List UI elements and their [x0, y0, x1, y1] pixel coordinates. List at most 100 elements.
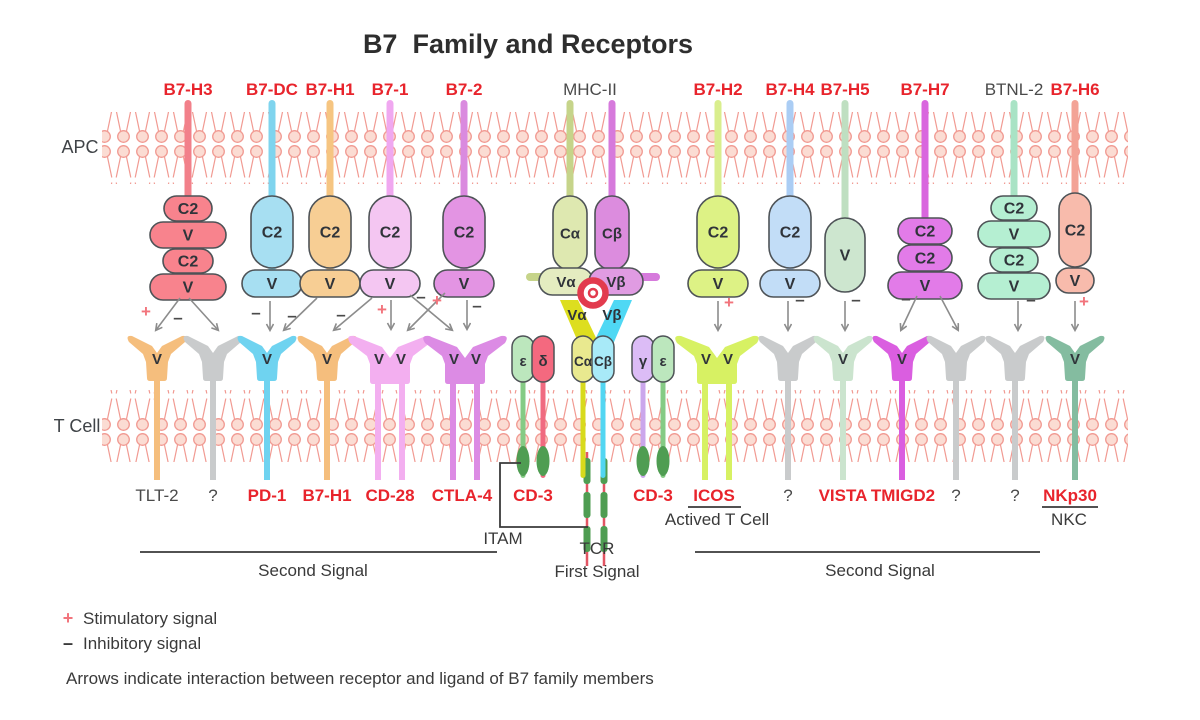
domain-C2 [989, 247, 1039, 273]
antigen-ring [577, 277, 609, 309]
receptor-shape [127, 335, 187, 480]
label: V [449, 351, 459, 368]
plus-sign: + [1079, 292, 1089, 311]
itam-segment [583, 492, 591, 518]
annotations: ITAM TCR First Signal Second Signal Seco… [140, 462, 1098, 581]
plus-sign: + [724, 293, 734, 312]
minus-sign: – [287, 306, 296, 325]
chain-domain [531, 335, 555, 383]
receptor-label-?: ? [783, 486, 792, 505]
domain-label: C2 [1004, 201, 1025, 218]
ligand-label-B7-2: B7-2 [446, 80, 483, 99]
itam-segment [600, 492, 608, 518]
chain-label: ε [659, 353, 666, 370]
ligand-label-B7-H1: B7-H1 [305, 80, 354, 99]
tcr-chain-δ: δ [531, 335, 555, 478]
receptor-TLT-2: V [127, 335, 187, 480]
minus-sign: – [472, 296, 481, 315]
interaction-arrow [156, 297, 181, 330]
antigen-ring-inner [587, 287, 599, 299]
domain-label: V [920, 278, 931, 295]
receptor-PD-1: V [237, 335, 297, 480]
plus-sign: + [377, 300, 387, 319]
domain-label: V [1009, 279, 1020, 296]
domain-V [887, 271, 963, 300]
domain-label: Vα [556, 274, 576, 291]
receptor-unknown-3 [926, 335, 986, 480]
domain-label: V [840, 248, 851, 265]
domain-C2 [990, 195, 1038, 221]
label: V [322, 351, 332, 368]
page-title: B7 Family and Receptors [363, 29, 693, 59]
chain-label: Cα [574, 354, 593, 369]
label: V [396, 351, 406, 368]
chain-domain [591, 335, 615, 383]
label: V [897, 351, 907, 368]
tcell-label: T Cell [54, 416, 101, 436]
domain-label: V [325, 276, 336, 293]
activated-tcell-label: Actived T Cell [665, 510, 769, 529]
domain-label: C2 [454, 225, 475, 242]
domain-label: C2 [320, 225, 341, 242]
domain-label: V [183, 280, 194, 297]
legend-note: Arrows indicate interaction between rece… [66, 669, 654, 688]
receptor-label-CTLA-4: CTLA-4 [432, 486, 493, 505]
chain-stem [580, 378, 586, 478]
receptor-shape [813, 335, 873, 480]
ligand-B7-H2: C2 V [687, 195, 749, 298]
interaction-arrow [409, 294, 452, 330]
domain-V [759, 269, 821, 298]
domain-label: C2 [178, 201, 199, 218]
legend-stimulatory-label: Stimulatory signal [83, 609, 217, 628]
domain-C2 [308, 195, 352, 269]
ligand-BTNL-2: C2 V C2 V [977, 195, 1051, 300]
receptor-unknown-4 [985, 335, 1045, 480]
receptor-unknown-1 [183, 335, 243, 480]
domain-label: C2 [262, 225, 283, 242]
domain-V [687, 269, 749, 298]
itam-motif [516, 446, 530, 476]
plus-sign: + [432, 291, 442, 310]
receptor-shape [423, 335, 507, 480]
itam-bracket [499, 462, 588, 528]
chain-label: δ [538, 353, 547, 370]
minus-sign: – [851, 290, 860, 309]
ligand-label-B7-DC: B7-DC [246, 80, 298, 99]
domain-label: V [713, 276, 724, 293]
label: V [374, 351, 384, 368]
ligand-B7-H6: C2 V [1055, 192, 1095, 294]
second-signal-right-label: Second Signal [825, 561, 935, 580]
minus-sign: – [336, 305, 345, 324]
ligand-label-B7-1: B7-1 [372, 80, 409, 99]
legend-plus-icon: + [63, 608, 74, 628]
label: V [262, 351, 272, 368]
domain-C2 [368, 195, 412, 269]
receptor-label-CD-28: CD-28 [365, 486, 414, 505]
receptor-unknown-2 [758, 335, 818, 480]
ligand-label-B7-H4: B7-H4 [765, 80, 815, 99]
legend-minus-icon: – [63, 633, 73, 653]
receptor-TMIGD2: V [872, 335, 932, 480]
domain-label: V [183, 228, 194, 245]
domain-C2 [1058, 192, 1092, 268]
domain-C2 [163, 195, 213, 222]
itam-segment [583, 526, 591, 552]
ligand-B7-H5: V [824, 217, 866, 293]
receptor-shape [297, 335, 357, 480]
apc-label: APC [61, 137, 98, 157]
itam-motif [656, 446, 670, 476]
ligand-label-B7-H3: B7-H3 [163, 80, 212, 99]
tcr-label: TCR [580, 539, 615, 558]
receptor-shape [985, 335, 1045, 480]
ligand-label-B7-H7: B7-H7 [900, 80, 949, 99]
receptor-label-PD-1: PD-1 [248, 486, 287, 505]
receptor-label-B7-H1: B7-H1 [302, 486, 351, 505]
ligand-label-MHC-II: MHC-II [563, 80, 617, 99]
interaction-arrow [188, 297, 218, 330]
minus-sign: – [416, 287, 425, 306]
receptor-label-?: ? [208, 486, 217, 505]
